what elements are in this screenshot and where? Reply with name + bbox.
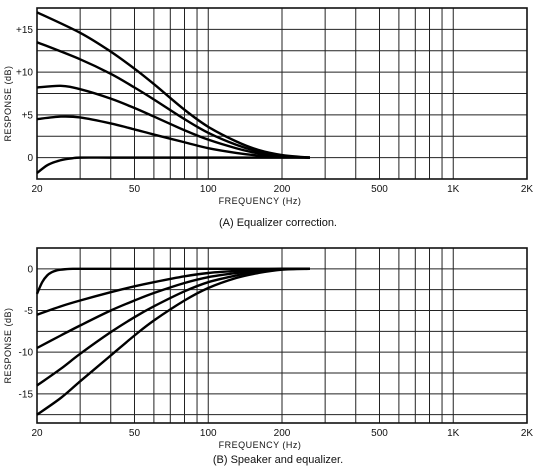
y-tick-label: 0 (27, 264, 33, 275)
y-tick-label: +10 (16, 68, 33, 79)
x-tick-label: 1K (447, 184, 460, 195)
series-line-1 (35, 267, 310, 295)
x-tick-label: 2K (521, 428, 534, 439)
y-tick-label: +15 (16, 25, 33, 36)
x-tick-label: 100 (200, 184, 217, 195)
x-tick-label: 100 (200, 428, 217, 439)
chart-caption: (B) Speaker and equalizer. (213, 454, 343, 466)
plot-frame (36, 247, 528, 424)
series-line-3 (36, 84, 310, 159)
y-axis-title: RESPONSE (dB) (3, 65, 13, 141)
x-tick-label: 200 (274, 184, 291, 195)
x-axis-title: FREQUENCY (Hz) (219, 196, 302, 206)
series-line-5 (36, 156, 310, 174)
y-axis-title: RESPONSE (dB) (3, 307, 13, 383)
chart-panel-b: 20 50 100 200 500 1K 2K 0 -5 -10 -15 FREQUENCY (Hz)… (3, 247, 534, 466)
series-line-4 (36, 267, 310, 387)
y-tick-label: 0 (27, 153, 33, 164)
x-tick-label: 2K (521, 184, 534, 195)
x-tick-label: 1K (447, 428, 460, 439)
y-tick-label: +5 (22, 110, 34, 121)
y-tick-label: -5 (24, 306, 33, 317)
x-tick-label: 200 (274, 428, 291, 439)
plot-frame (36, 7, 528, 180)
x-tick-label: 50 (129, 428, 141, 439)
chart-panel-a: 20 50 100 200 500 1K 2K +15 +10 +5 0 FREQUENCY (Hz)… (3, 7, 534, 229)
y-tick-label: -15 (19, 389, 34, 400)
x-tick-label: 50 (129, 184, 141, 195)
series-line-5 (36, 267, 310, 416)
x-axis-title: FREQUENCY (Hz) (219, 440, 302, 450)
series-line-4 (36, 115, 310, 159)
series-line-2 (36, 41, 310, 159)
x-tick-label: 20 (31, 428, 43, 439)
x-tick-label: 500 (371, 184, 388, 195)
y-tick-label: -10 (19, 348, 34, 359)
x-tick-label: 20 (31, 184, 43, 195)
x-tick-label: 500 (371, 428, 388, 439)
series-line-1 (36, 11, 311, 159)
chart-caption: (A) Equalizer correction. (219, 217, 337, 229)
